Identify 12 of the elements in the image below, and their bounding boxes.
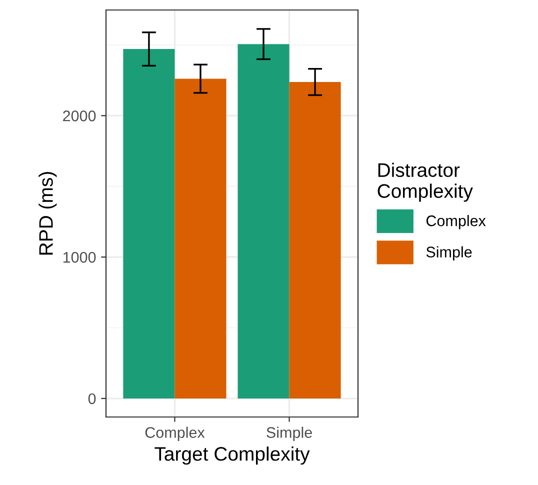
legend-label: Complex xyxy=(426,215,486,230)
bar xyxy=(289,82,341,398)
legend-label: Simple xyxy=(426,246,472,260)
bar xyxy=(238,44,290,398)
x-axis-title: Target Complexity xyxy=(154,446,310,465)
y-tick-label: 0 xyxy=(88,393,96,404)
y-tick-label: 2000 xyxy=(63,110,96,122)
legend-title: Distractor Complexity xyxy=(378,162,473,202)
y-tick-label: 1000 xyxy=(63,252,96,263)
bar xyxy=(174,78,226,398)
bar xyxy=(123,49,175,398)
y-axis-title: RPD (ms) xyxy=(38,172,57,255)
